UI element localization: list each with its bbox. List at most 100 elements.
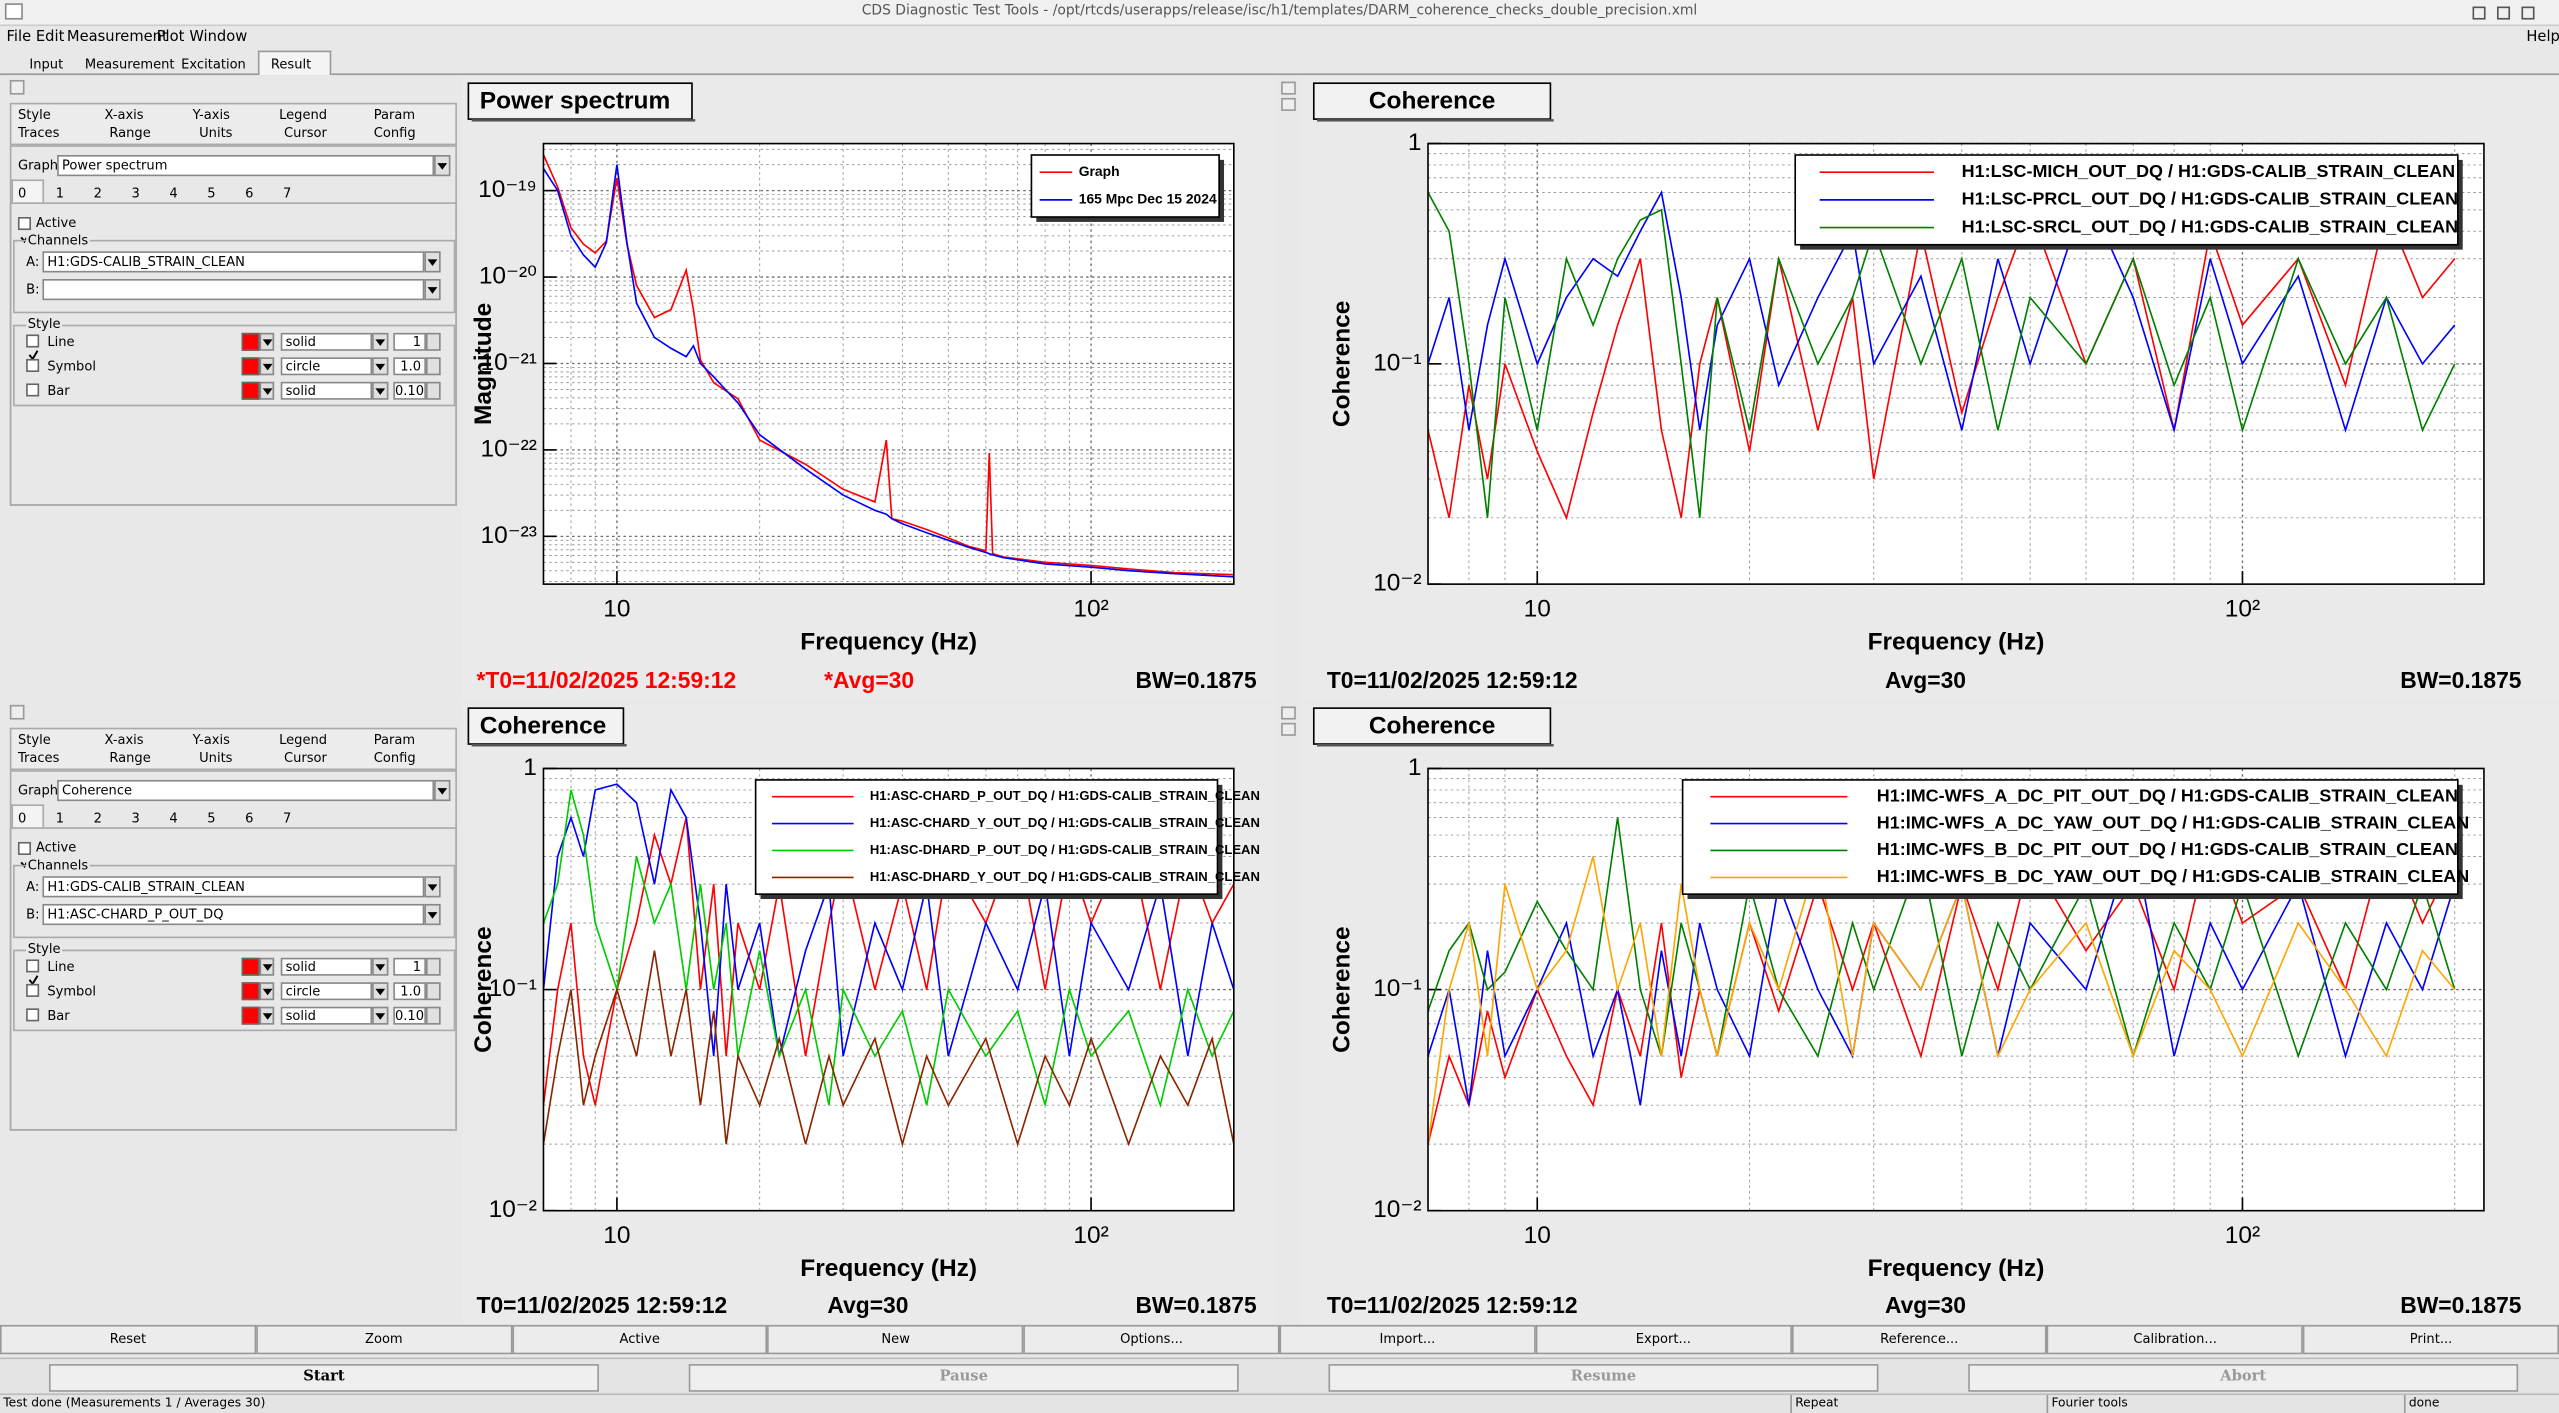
checkbox[interactable] bbox=[26, 983, 40, 997]
trace-tab[interactable]: 2 bbox=[93, 810, 102, 826]
dropdown-button[interactable] bbox=[424, 251, 441, 273]
button[interactable]: Reference... bbox=[1791, 1324, 2048, 1355]
channel-a-field[interactable]: H1:GDS-CALIB_STRAIN_CLEAN bbox=[42, 876, 425, 898]
trace-tab[interactable]: 7 bbox=[282, 186, 292, 201]
panel-arrow-button[interactable] bbox=[1281, 81, 1296, 95]
button[interactable]: Export... bbox=[1535, 1324, 1792, 1355]
collapse-button[interactable] bbox=[9, 704, 25, 720]
trace-tab[interactable]: 6 bbox=[245, 186, 254, 201]
dropdown-button[interactable] bbox=[424, 876, 441, 898]
menu-item[interactable]: Help bbox=[2526, 29, 2559, 46]
option-tab[interactable]: X-axis bbox=[104, 107, 144, 123]
trace-tab[interactable]: 3 bbox=[131, 186, 140, 201]
menu-item[interactable]: Window bbox=[189, 29, 248, 46]
color-swatch[interactable] bbox=[241, 332, 260, 351]
option-tab[interactable]: Y-axis bbox=[192, 107, 230, 123]
checkbox[interactable] bbox=[26, 383, 40, 397]
size-field[interactable]: 1.0 bbox=[393, 357, 426, 376]
window-maximize[interactable] bbox=[2496, 6, 2511, 20]
dropdown-button[interactable] bbox=[259, 957, 275, 976]
dropdown-button[interactable] bbox=[372, 982, 389, 1001]
option-tab[interactable]: Style bbox=[17, 732, 51, 748]
button[interactable]: Reset bbox=[0, 1324, 256, 1355]
trace-tab[interactable]: 4 bbox=[169, 810, 178, 826]
option-tab[interactable]: Param bbox=[373, 107, 416, 123]
size-field[interactable]: 1 bbox=[393, 332, 426, 351]
trace-tab[interactable]: 1 bbox=[55, 186, 65, 201]
main-tab[interactable]: Input bbox=[29, 57, 64, 72]
option-tab[interactable]: Units bbox=[199, 125, 233, 141]
dropdown-button[interactable] bbox=[372, 381, 389, 400]
window-minimize[interactable] bbox=[2472, 6, 2486, 20]
trace-tab[interactable]: 3 bbox=[131, 810, 140, 826]
trace-tab[interactable]: 6 bbox=[245, 810, 254, 826]
checkbox[interactable] bbox=[26, 1008, 40, 1022]
menu-item[interactable]: File bbox=[6, 29, 32, 46]
button[interactable]: Calibration... bbox=[2047, 1324, 2304, 1355]
color-swatch[interactable] bbox=[241, 957, 260, 976]
option-tab[interactable]: Y-axis bbox=[192, 732, 230, 748]
option-tab[interactable]: Traces bbox=[17, 750, 60, 766]
panel-arrow-button[interactable] bbox=[1281, 97, 1296, 111]
channel-b-field[interactable] bbox=[42, 279, 425, 301]
graph-select[interactable]: Power spectrum bbox=[57, 155, 435, 177]
button[interactable]: Zoom bbox=[255, 1324, 512, 1355]
main-tab[interactable]: Measurement bbox=[84, 57, 175, 72]
option-tab[interactable]: Param bbox=[373, 732, 416, 748]
option-tab[interactable]: Units bbox=[199, 750, 233, 766]
dropdown-button[interactable] bbox=[259, 982, 275, 1001]
trace-tab[interactable]: 5 bbox=[207, 810, 216, 826]
spin-button[interactable] bbox=[425, 1006, 441, 1025]
checkbox[interactable] bbox=[26, 959, 40, 986]
style-select[interactable]: circle bbox=[280, 982, 373, 1001]
menu-item[interactable]: Plot bbox=[156, 29, 185, 46]
dropdown-button[interactable] bbox=[259, 357, 275, 376]
style-select[interactable]: solid bbox=[280, 1006, 373, 1025]
dropdown-button[interactable] bbox=[372, 1006, 389, 1025]
checkbox[interactable] bbox=[26, 358, 40, 373]
color-swatch[interactable] bbox=[241, 1006, 260, 1025]
main-tab[interactable]: Excitation bbox=[181, 57, 246, 72]
button[interactable]: Print... bbox=[2303, 1324, 2559, 1355]
main-tab[interactable]: Result bbox=[270, 57, 312, 72]
run-button[interactable]: Start bbox=[48, 1364, 599, 1392]
trace-tab[interactable]: 2 bbox=[93, 186, 102, 201]
style-select[interactable]: circle bbox=[280, 357, 373, 376]
trace-tab[interactable]: 5 bbox=[207, 186, 216, 201]
spin-button[interactable] bbox=[425, 357, 441, 376]
trace-tab[interactable]: 1 bbox=[55, 810, 65, 826]
option-tab[interactable]: Range bbox=[109, 750, 151, 766]
size-field[interactable]: 1 bbox=[393, 957, 426, 976]
trace-tab[interactable]: 0 bbox=[17, 810, 27, 826]
dropdown-button[interactable] bbox=[259, 1006, 275, 1025]
option-tab[interactable]: Config bbox=[373, 750, 416, 766]
style-select[interactable]: solid bbox=[280, 957, 373, 976]
button[interactable]: Options... bbox=[1023, 1324, 1280, 1355]
dropdown-button[interactable] bbox=[259, 381, 275, 400]
dropdown-button[interactable] bbox=[434, 779, 451, 802]
style-select[interactable]: solid bbox=[280, 381, 373, 400]
option-tab[interactable]: Cursor bbox=[283, 125, 327, 141]
button[interactable]: New bbox=[767, 1324, 1024, 1355]
option-tab[interactable]: Style bbox=[17, 107, 51, 123]
panel-arrow-button[interactable] bbox=[1281, 706, 1296, 720]
option-tab[interactable]: Legend bbox=[279, 732, 328, 748]
dropdown-button[interactable] bbox=[424, 279, 441, 301]
size-field[interactable]: 0.10 bbox=[393, 1006, 426, 1025]
option-tab[interactable]: Config bbox=[373, 125, 416, 141]
channel-b-field[interactable]: H1:ASC-CHARD_P_OUT_DQ bbox=[42, 903, 425, 926]
size-field[interactable]: 0.10 bbox=[393, 381, 426, 400]
color-swatch[interactable] bbox=[241, 982, 260, 1001]
spin-button[interactable] bbox=[425, 957, 441, 976]
style-select[interactable]: solid bbox=[280, 332, 373, 351]
option-tab[interactable]: Legend bbox=[279, 107, 328, 123]
menu-item[interactable]: Edit bbox=[35, 29, 65, 46]
option-tab[interactable]: Range bbox=[109, 125, 151, 141]
trace-tab[interactable]: 7 bbox=[282, 810, 292, 826]
dropdown-button[interactable] bbox=[424, 903, 441, 926]
menu-item[interactable]: Measurement bbox=[66, 29, 168, 46]
dropdown-button[interactable] bbox=[372, 957, 389, 976]
panel-arrow-button[interactable] bbox=[1281, 722, 1296, 736]
color-swatch[interactable] bbox=[241, 357, 260, 376]
spin-button[interactable] bbox=[425, 381, 441, 400]
